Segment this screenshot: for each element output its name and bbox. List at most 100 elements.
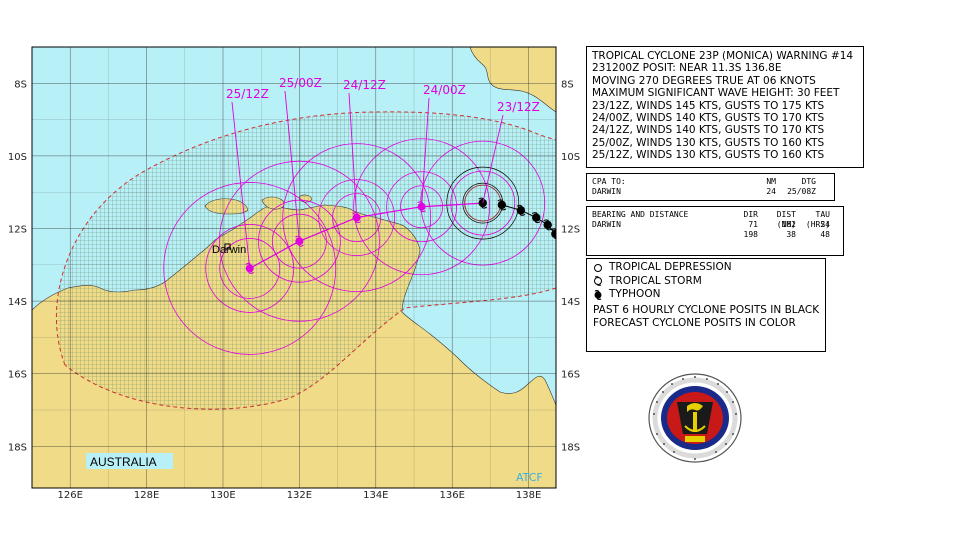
forecast-position-spiral [295,235,304,247]
map-frame [31,46,557,489]
cpa-header-dtg: DTG [801,177,816,186]
lat-tick-label: 12S [8,225,27,236]
lat-tick-label: 14S [8,297,27,308]
cpa-box: CPA TO: NM DTG DARWIN 24 25/08Z [586,173,835,201]
lat-tick-label: 8S [14,79,27,90]
past-positions [497,199,582,263]
forecast-position-spiral [352,212,361,224]
lon-tick-label: 136E [439,490,464,501]
forecast-leader-line [421,97,430,207]
bearing-header-tau: TAU [815,210,830,219]
legend-note-past: PAST 6 HOURLY CYCLONE POSITS IN BLACK [593,303,820,316]
lat-tick-label: 16S [8,370,27,381]
bearing-dist: 162 [781,220,796,229]
forecast-labels: 23/12Z 24/00Z 24/12Z 25/00Z 25/12Z [226,76,540,269]
lat-tick-label: 14S [561,297,580,308]
warning-line: 25/12Z, WINDS 130 KTS, GUSTS TO 160 KTS [592,149,825,162]
lat-tick-label: 18S [561,442,580,453]
bearing-tau: 24 [820,220,830,229]
lon-tick-label: 130E [210,490,235,501]
lat-lon-grid [32,47,556,488]
warning-info-box: TROPICAL CYCLONE 23P (MONICA) WARNING #1… [586,46,864,168]
past-position-typhoon-icon [566,248,574,256]
bearing-dist: 38 [786,230,796,239]
darwin-marker-icon [224,243,231,250]
current-wind-radius-circle [446,166,520,240]
lat-tick-label: 10S [8,152,27,163]
bearing-dir: 71 [748,220,758,229]
bearing-header-dist: DIST [776,210,796,219]
forecast-leader-line [284,90,300,242]
forecast-label: 24/00Z [423,83,466,97]
forecast-label: 24/12Z [343,78,386,92]
lon-tick-label: 132E [287,490,312,501]
warning-line: 231200Z POSIT: NEAR 11.3S 136.8E [592,62,782,75]
past-position-spiral [531,212,541,224]
wind-radius-circle [163,182,337,355]
past-track-line [501,204,556,236]
past-position-typhoon-icon [559,239,567,247]
past-position-spiral [567,247,575,257]
warning-line: 24/00Z, WINDS 140 KTS, GUSTS TO 170 KTS [592,112,825,125]
bearing-tau: 48 [820,230,830,239]
wind-radius-circle [219,238,281,299]
lat-tick-label: 16S [561,370,580,381]
lat-tick-label: 12S [561,225,580,236]
forecast-label: 25/12Z [226,87,269,101]
cpa-dtg: 25/08Z [787,187,816,196]
bearing-header-dir: DIR [743,210,758,219]
cpa-place: DARWIN [592,187,621,196]
warning-title: TROPICAL CYCLONE 23P (MONICA) WARNING #1… [592,50,854,62]
legend-note-forecast: FORECAST CYCLONE POSITS IN COLOR [593,317,796,329]
forecast-label: 25/00Z [279,76,322,90]
wind-radius-circle [282,143,432,293]
wind-radius-circle [353,138,491,276]
past-position-typhoon-icon [551,229,556,239]
lon-tick-label: 138E [516,490,541,501]
warning-line: MOVING 270 DEGREES TRUE AT 06 KNOTS [592,74,816,87]
wind-radius-circle [386,171,458,243]
longitude-tick-labels: 126E 128E 130E 132E 134E 136E 138E [57,490,541,501]
australia-label-bg [86,453,173,469]
tropical-storm-icon [594,276,602,287]
legend-depression: TROPICAL DEPRESSION [609,261,732,273]
wind-radius-circle [450,170,516,236]
tropical-depression-icon [594,263,602,272]
warning-line: 25/00Z, WINDS 130 KTS, GUSTS TO 160 KTS [592,136,825,149]
wind-radius-circle [400,185,444,229]
legend-box: TROPICAL DEPRESSION TROPICAL STORM TYPHO… [586,258,826,352]
bearing-place [592,230,732,240]
lon-tick-label: 134E [363,490,388,501]
past-position-spiral [497,199,507,211]
bearing-distance-box: BEARING AND DISTANCE DIR DIST TAU (NM) (… [586,206,844,256]
wind-radius-circle [205,224,295,313]
forecast-position-spiral [245,262,255,274]
atcf-credit: ATCF [516,471,543,484]
bearing-unit-tau: (HRS) [805,220,830,229]
danger-area-outline [55,111,556,410]
lat-tick-label: 18S [8,442,27,453]
bearing-dir: 198 [743,230,758,239]
latitude-tick-labels: 8S 8S 10S 10S 12S 12S 14S 14S 16S 16S 18S 18S [8,79,580,453]
warning-line: 24/12Z, WINDS 140 KTS, GUSTS TO 170 KTS [592,124,825,137]
warning-line: MAXIMUM SIGNIFICANT WAVE HEIGHT: 30 FEET [592,87,840,100]
lon-tick-label: 126E [57,490,82,501]
bearing-header-label: BEARING AND DISTANCE [592,210,689,219]
darwin-label: Darwin [212,244,246,256]
past-position-spiral [516,204,526,216]
jtwc-seal-logo [648,373,742,463]
forecast-label: 23/12Z [497,100,540,114]
cpa-nm: 24 [766,187,776,196]
forecast-leader-line [482,114,504,204]
past-position-spiral [559,238,567,248]
forecast-leader-line [348,92,358,218]
forecast-leader-line [231,101,251,269]
new-guinea-land [469,47,556,113]
cpa-header-label: CPA TO: [592,177,626,186]
legend-typhoon: TYPHOON [609,288,661,300]
past-position-typhoon-icon [574,255,582,263]
australia-label: AUSTRALIA [90,455,157,469]
legend-storm: TROPICAL STORM [609,274,702,287]
cpa-header-nm: NM [766,177,776,186]
